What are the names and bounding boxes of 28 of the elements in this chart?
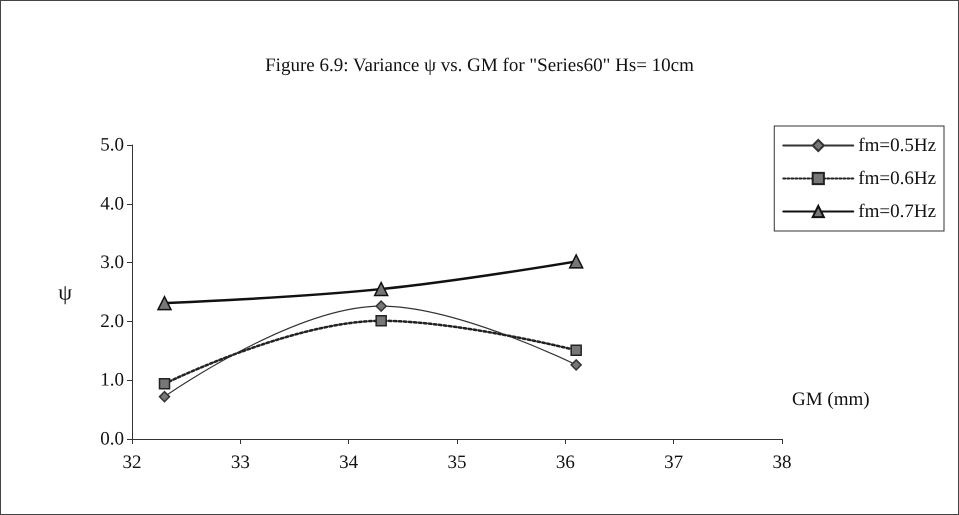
y-tick-label: 3.0	[100, 252, 124, 274]
point	[570, 344, 582, 356]
y-axis-title: ψ	[58, 280, 72, 304]
legend-label: fm=0.6Hz	[858, 168, 936, 189]
x-tick-label: 36	[556, 452, 575, 473]
x-axis-title: GM (mm)	[792, 389, 870, 410]
point	[375, 315, 387, 327]
legend-label: fm=0.5Hz	[858, 135, 936, 156]
x-tick-label: 32	[122, 452, 142, 473]
x-tick-label: 37	[664, 452, 684, 473]
x-tick-label: 34	[339, 452, 359, 473]
x-tick-label: 35	[448, 452, 466, 473]
y-tick-label: 4.0	[100, 193, 124, 214]
point	[158, 390, 170, 402]
x-tick-label: 33	[230, 452, 250, 473]
x-tick-label: 38	[772, 452, 792, 473]
point	[375, 300, 387, 312]
y-tick-label: 0.0	[100, 428, 124, 450]
point	[157, 296, 172, 310]
legend-label: fm=0.7Hz	[858, 201, 936, 222]
point	[568, 254, 584, 269]
point	[158, 378, 170, 390]
y-tick-label: 1.0	[100, 370, 124, 391]
point	[374, 282, 388, 296]
y-tick-label: 5.0	[100, 134, 124, 156]
y-tick-label: 2.0	[100, 310, 124, 332]
point	[570, 359, 582, 371]
chart-title: Figure 6.9: Variance ψ vs. GM for "Series60" Hs= 10cm	[265, 55, 694, 76]
